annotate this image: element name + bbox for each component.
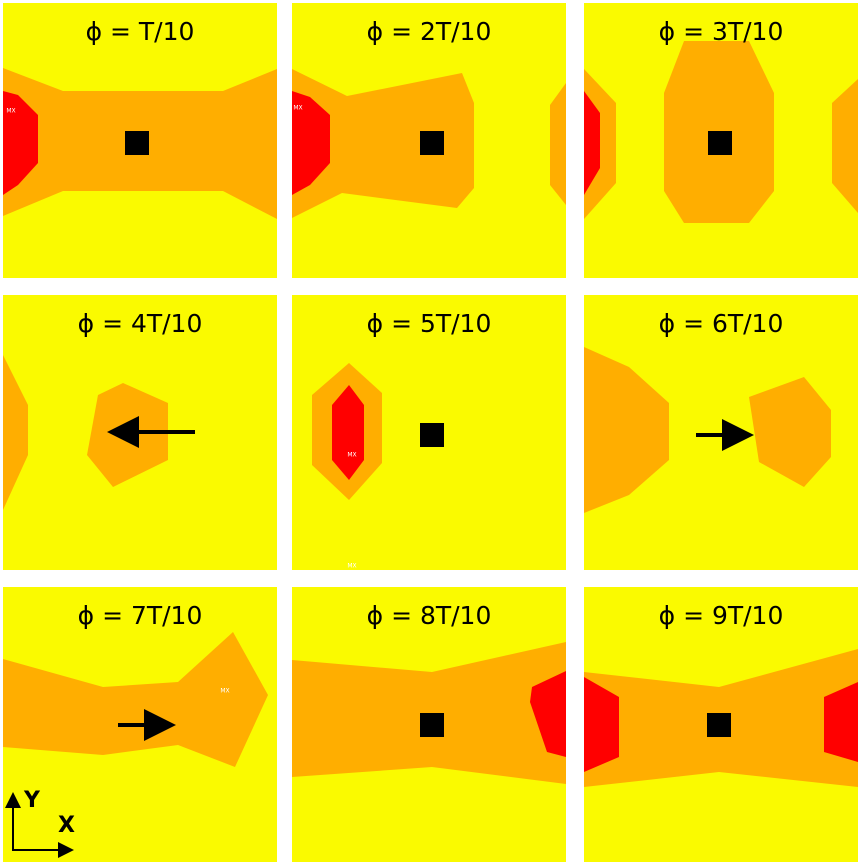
panel: MX MX ϕ = 5T/10	[292, 295, 566, 570]
panel-title: ϕ = 3T/10	[659, 17, 784, 46]
obstacle	[707, 713, 731, 737]
axis-indicator: YX	[5, 788, 75, 858]
contour-region	[530, 671, 566, 757]
contour-region	[332, 385, 364, 480]
contour-region	[584, 91, 600, 195]
obstacle	[420, 131, 444, 155]
panel-title: ϕ = T/10	[86, 17, 195, 46]
contour-region	[3, 632, 268, 767]
obstacle	[420, 423, 444, 447]
panel: ϕ = 8T/10	[292, 587, 566, 862]
contour-region	[3, 91, 38, 195]
obstacle	[420, 713, 444, 737]
panel: ϕ = 3T/10	[584, 3, 858, 278]
panel: MX ϕ = T/10	[3, 3, 277, 278]
max-marker: MX	[6, 108, 15, 115]
contour-region	[584, 347, 669, 513]
panel: MX ϕ = 7T/10	[3, 587, 277, 862]
panel: ϕ = 6T/10	[584, 295, 858, 570]
y-axis-label: Y	[23, 788, 41, 813]
max-marker: MX	[347, 452, 356, 459]
contour-region	[292, 69, 474, 218]
contour-region	[584, 677, 619, 772]
x-axis-label: X	[58, 813, 75, 838]
panel-title: ϕ = 5T/10	[367, 309, 492, 338]
panel: ϕ = 4T/10	[3, 295, 277, 570]
obstacle	[125, 131, 149, 155]
panel-title: ϕ = 4T/10	[78, 309, 203, 338]
contour-region	[3, 355, 28, 510]
contour-region	[550, 83, 566, 205]
contour-region	[749, 377, 831, 487]
contour-region	[292, 91, 330, 195]
max-marker: MX	[220, 688, 229, 695]
panel: ϕ = 9T/10	[584, 587, 858, 862]
panel-title: ϕ = 9T/10	[659, 601, 784, 630]
max-marker: MX	[293, 105, 302, 112]
panel-title: ϕ = 8T/10	[367, 601, 492, 630]
obstacle	[708, 131, 732, 155]
panel-title: ϕ = 6T/10	[659, 309, 784, 338]
panel-title: ϕ = 2T/10	[367, 17, 492, 46]
panel-title: ϕ = 7T/10	[78, 601, 203, 630]
max-marker: MX	[347, 563, 356, 570]
contour-region	[832, 79, 858, 213]
contour-region	[824, 682, 858, 762]
panel: MX ϕ = 2T/10	[292, 3, 566, 278]
